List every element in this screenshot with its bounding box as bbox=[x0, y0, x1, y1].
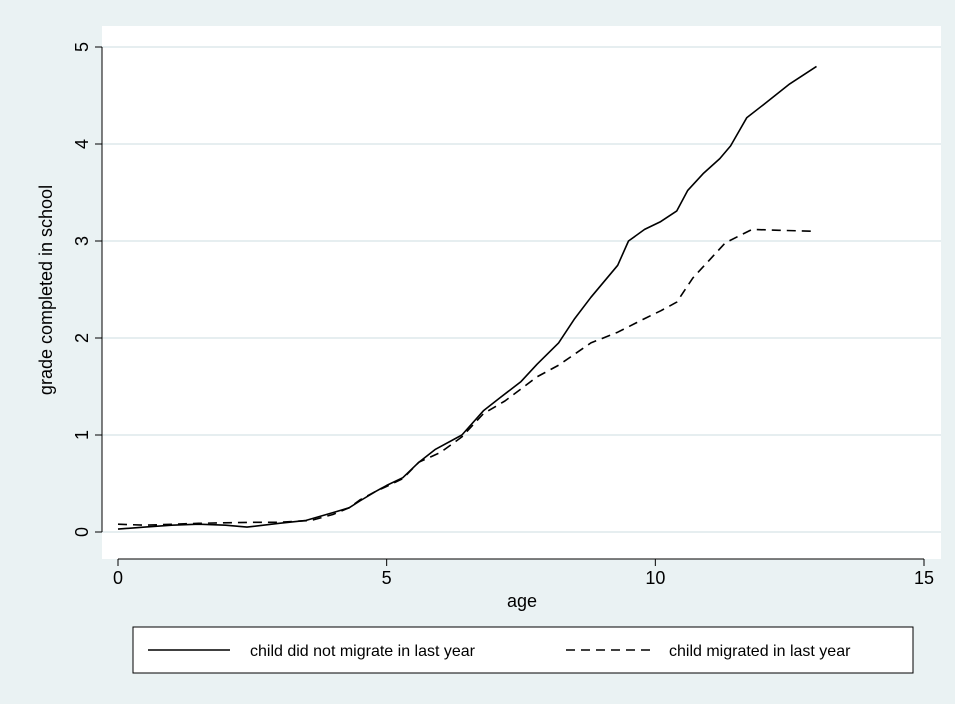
y-axis-label: grade completed in school bbox=[36, 185, 56, 395]
legend-label-migrated: child migrated in last year bbox=[669, 643, 851, 660]
y-tick-label-5: 5 bbox=[72, 42, 92, 52]
legend: child did not migrate in last year child… bbox=[132, 626, 914, 674]
legend-box bbox=[132, 626, 914, 674]
gridlines bbox=[102, 46, 941, 533]
y-tick-label-3: 3 bbox=[72, 236, 92, 246]
plot-background bbox=[102, 26, 941, 559]
y-tick-label-4: 4 bbox=[72, 139, 92, 149]
series-group bbox=[117, 65, 817, 530]
y-tick-label-0: 0 bbox=[72, 527, 92, 537]
x-axis-label: age bbox=[507, 591, 537, 611]
series-line-migrated bbox=[117, 228, 817, 526]
x-tick-label-15: 15 bbox=[914, 568, 934, 588]
y-tick-label-2: 2 bbox=[72, 333, 92, 343]
x-tick-label-5: 5 bbox=[382, 568, 392, 588]
x-tick-label-10: 10 bbox=[645, 568, 665, 588]
axes: 0 1 2 3 4 5 0 5 10 15 bbox=[72, 42, 934, 588]
legend-label-not-migrated: child did not migrate in last year bbox=[250, 643, 476, 660]
series-line-not-migrated bbox=[117, 65, 817, 530]
y-tick-label-1: 1 bbox=[72, 430, 92, 440]
x-tick-label-0: 0 bbox=[113, 568, 123, 588]
